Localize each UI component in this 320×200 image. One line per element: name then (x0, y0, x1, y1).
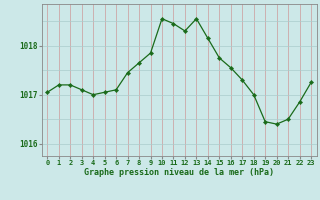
X-axis label: Graphe pression niveau de la mer (hPa): Graphe pression niveau de la mer (hPa) (84, 168, 274, 177)
